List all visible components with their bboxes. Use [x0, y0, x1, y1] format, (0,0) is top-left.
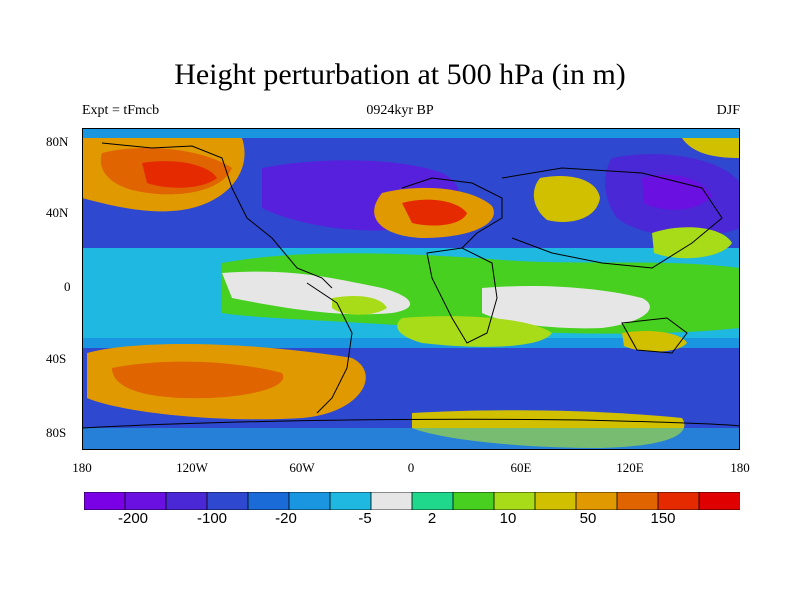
colorbar-swatch	[84, 492, 126, 510]
colorbar-swatch	[288, 492, 331, 510]
south-atlantic-ridge	[397, 316, 552, 347]
lon-label-120e: 120E	[616, 460, 644, 475]
south-pacific-core	[112, 361, 284, 399]
lat-label-0: 0	[64, 279, 71, 294]
lon-label-60w: 60W	[289, 460, 315, 475]
coast-antarctica	[82, 418, 740, 429]
lat-label-40n: 40N	[46, 205, 69, 220]
experiment-label: Expt = tFmcb	[82, 103, 160, 118]
lat-label-80n: 80N	[46, 134, 69, 149]
tropical-yellow-green	[332, 296, 387, 315]
colorbar-swatch	[698, 492, 740, 510]
colorbar-swatch	[124, 492, 167, 510]
colorbar-swatch	[616, 492, 659, 510]
colorbar-label-minus-100: -100	[196, 510, 228, 527]
lon-label-180w: 180	[72, 460, 92, 475]
east-asia-trough-core	[642, 174, 712, 210]
colorbar-swatch	[657, 492, 700, 510]
polar-margin	[82, 428, 740, 450]
coast-asia	[501, 167, 723, 269]
plot-title: Height perturbation at 500 hPa (in m)	[174, 58, 626, 91]
colorbar-swatch	[370, 492, 413, 510]
lon-label-0: 0	[407, 460, 415, 475]
arctic-ridge	[682, 138, 740, 158]
colorbar-label-50: 50	[579, 510, 597, 527]
colorbar-swatch	[411, 492, 454, 510]
colorbar-label-minus-200: -200	[117, 510, 149, 527]
time-label: 0924kyr BP	[366, 103, 434, 118]
coast-north-america	[101, 142, 333, 289]
lon-label-120w: 120W	[176, 460, 208, 475]
colorbar-label-150: 150	[650, 510, 676, 527]
lat-label-80s: 80S	[46, 425, 67, 440]
colorbar-swatch	[206, 492, 249, 510]
colorbar-label-10: 10	[499, 510, 517, 527]
coast-europe	[401, 177, 503, 249]
australia-ridge	[622, 331, 687, 352]
north-pacific-peak	[142, 161, 217, 188]
colorbar-label-2: 2	[427, 510, 437, 527]
colorbar-label-minus-5: -5	[358, 510, 372, 527]
coast-africa	[426, 247, 498, 344]
coast-south-america	[306, 282, 353, 414]
lon-label-180e: 180	[730, 460, 750, 475]
neutral-region-indian	[482, 286, 650, 329]
europe-peak	[402, 199, 467, 226]
lon-label-60e: 60E	[510, 460, 532, 475]
map-frame	[82, 128, 740, 450]
colorbar-swatch	[452, 492, 495, 510]
central-asia-high	[533, 176, 600, 222]
colorbar-label-minus-20: -20	[275, 510, 297, 527]
coastlines	[82, 142, 740, 429]
colorbar-swatch	[493, 492, 536, 510]
colorbar-swatch	[247, 492, 290, 510]
colorbar-swatch	[534, 492, 577, 510]
season-label: DJF	[716, 103, 740, 118]
colorbar-swatch	[165, 492, 208, 510]
colorbar-swatch	[329, 492, 372, 510]
colorbar	[84, 492, 740, 510]
lat-label-40s: 40S	[46, 351, 67, 366]
colorbar-swatch	[575, 492, 618, 510]
contour-map	[82, 128, 740, 450]
coast-australia	[621, 317, 688, 354]
